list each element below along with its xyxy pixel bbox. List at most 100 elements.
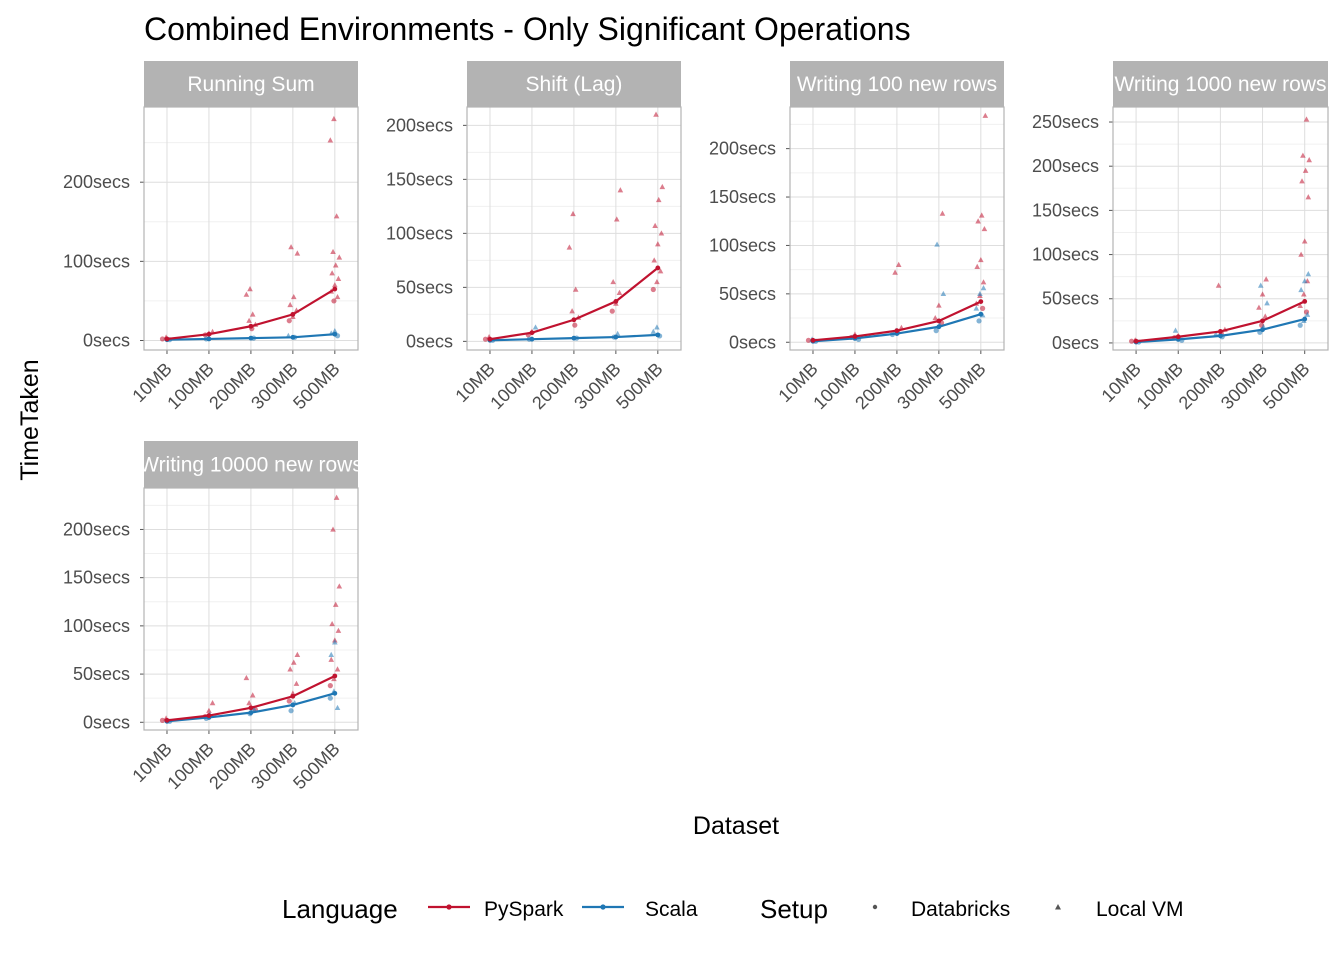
series-point [290,311,296,317]
data-point [980,279,987,285]
facet-strip-label: Writing 1000 new rows [1114,73,1326,96]
data-point [249,692,256,698]
data-point [1306,157,1313,163]
data-point [1172,327,1179,333]
data-point [243,674,250,681]
facet-panel: Shift (Lag) 0secs 50secs 100secs 150secs 200s… [386,61,682,413]
x-axis-title: Dataset [693,812,779,840]
y-tick-label: 100secs [1032,245,1099,265]
data-point [609,308,615,314]
facet-strip [467,61,681,107]
series-point [1217,333,1223,339]
y-tick-label: 100secs [386,223,453,243]
x-tick-label: 200MB [205,359,259,413]
data-point [290,659,297,665]
y-axis-title: TimeTaken [16,359,44,480]
data-point [613,216,620,222]
data-point [334,666,341,672]
data-point [1297,302,1304,309]
x-tick-label: 500MB [935,359,989,413]
plot-area [482,111,666,343]
data-point [617,187,624,193]
data-point [936,302,942,308]
y-tick-label: 50secs [396,277,453,297]
series-point [529,336,535,342]
x-tick-label: 100MB [163,359,217,413]
data-point [978,256,984,263]
data-point [331,298,337,304]
x-tick-label: 500MB [289,739,343,793]
y-tick-label: 150secs [386,169,453,189]
legend: Language PySpark Scala Setup Databricks … [282,894,1184,924]
legend-local-vm-label: Local VM [1096,898,1184,921]
data-point [1297,322,1303,328]
series-point [290,693,296,699]
data-point [655,241,661,247]
data-point [336,254,343,260]
data-point [940,290,947,297]
x-tick-label: 200MB [1175,359,1229,413]
facet-strip-label: Running Sum [187,73,314,96]
data-point [334,704,341,711]
legend-pyspark-marker [446,904,452,910]
data-point [332,639,338,645]
series-point [571,317,577,323]
panel-border [789,106,1005,351]
facet-strip [144,441,358,488]
series-point [571,335,577,341]
data-point [246,700,252,706]
y-tick-label: 200secs [1032,156,1099,176]
data-point [334,293,341,300]
data-point [654,324,660,330]
data-point [327,695,333,701]
data-point [805,337,812,343]
y-tick-label: 0secs [1052,333,1099,353]
series-point [164,717,170,723]
series-point [248,323,254,329]
data-point [286,318,292,324]
data-point [658,230,665,236]
data-point [1263,276,1269,282]
series-point [613,299,619,304]
data-point [895,261,902,268]
x-tick-label: 300MB [570,359,624,413]
series-point [1217,329,1223,334]
data-point [1302,167,1309,173]
data-point [569,308,575,314]
facet-strip-label: Writing 10000 new rows [139,454,363,477]
plot-area [1128,116,1313,345]
data-point [982,112,989,118]
y-tick-label: 200secs [386,115,453,135]
y-tick-label: 200secs [63,172,130,192]
series-point [487,336,493,342]
y-tick-label: 50secs [1042,289,1099,309]
series-point [978,311,984,317]
data-point [657,268,664,274]
legend-setup-title: Setup [760,894,828,924]
data-point [655,196,662,203]
series-point [248,705,254,711]
series-point [894,328,900,334]
plot-area [159,115,343,343]
data-point [329,620,335,627]
data-point [327,137,334,143]
series-point [655,265,661,271]
series-point [1175,334,1181,340]
data-point [566,244,573,250]
y-tick-label: 0secs [83,712,130,732]
chart-title: Combined Environments - Only Significant… [144,11,911,47]
x-tick-label: 100MB [809,359,863,413]
series-point [206,336,212,342]
y-tick-label: 50secs [73,664,130,684]
data-point [973,305,980,311]
series-point [529,330,535,336]
legend-pyspark-label: PySpark [484,898,564,921]
data-point [333,494,340,500]
series-point [978,299,984,304]
data-point [1301,278,1308,284]
facet-strip [144,61,358,107]
y-tick-label: 150secs [63,568,130,588]
x-tick-label: 300MB [1217,359,1271,413]
x-tick-label: 100MB [1133,359,1187,413]
data-point [331,675,337,682]
